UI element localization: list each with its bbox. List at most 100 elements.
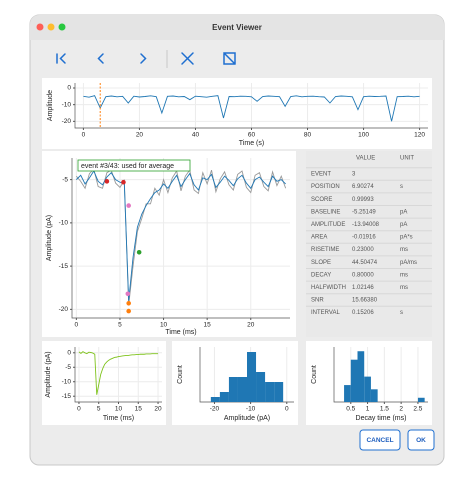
table-cell: ms xyxy=(400,247,408,253)
table-cell: BASELINE xyxy=(311,209,340,215)
next-button[interactable] xyxy=(140,53,147,64)
axis xyxy=(74,347,162,403)
table-cell: pA*s xyxy=(400,235,413,241)
table-cell: 1.02146 xyxy=(352,285,374,291)
table-cell: 0.23000 xyxy=(352,247,374,253)
table-cell: pA xyxy=(400,222,407,228)
x-tick-label: 2.5 xyxy=(413,406,422,413)
feature-point xyxy=(126,203,131,208)
x-tick-label: 0 xyxy=(82,132,86,139)
x-tick-label: 40 xyxy=(192,132,200,139)
y-axis-label: Amplitude (pA) xyxy=(45,351,52,397)
table-cell: AREA xyxy=(311,235,327,241)
trace-line xyxy=(76,169,286,301)
y-tick-label: 0 xyxy=(67,85,71,92)
x-tick-label: 80 xyxy=(304,132,312,139)
axis xyxy=(74,83,428,129)
exclude-button[interactable] xyxy=(223,52,236,65)
hist-bar xyxy=(256,372,266,402)
annotation-box xyxy=(77,159,191,172)
y-tick-label: -10 xyxy=(62,101,72,108)
y-tick-label: 0 xyxy=(67,350,71,357)
y-axis-label: Amplitude xyxy=(47,90,54,121)
hist-bar xyxy=(364,376,371,402)
button[interactable] xyxy=(407,429,435,451)
feature-point xyxy=(136,249,142,255)
minimize-button[interactable] xyxy=(47,23,55,31)
table-cell: 3 xyxy=(352,172,356,178)
table-panel xyxy=(306,151,432,337)
table-cell: AMPLITUDE xyxy=(311,222,345,228)
y-tick-label: -5 xyxy=(62,176,68,183)
table-cell: 0.99993 xyxy=(352,197,374,203)
x-tick-label: 120 xyxy=(414,132,425,139)
table-cell: s xyxy=(400,184,403,190)
table-cell: s xyxy=(400,310,403,316)
hist-bar xyxy=(247,352,257,402)
x-tick-label: 20 xyxy=(154,406,162,413)
y-tick-label: -5 xyxy=(65,364,71,371)
y-tick-label: -20 xyxy=(59,306,69,313)
first-button[interactable] xyxy=(56,53,66,64)
hist-bar xyxy=(370,389,378,402)
x-tick-label: 1 xyxy=(366,406,370,413)
hist-bar xyxy=(265,382,275,402)
table-cell: SLOPE xyxy=(311,260,331,266)
hist-bar xyxy=(274,382,284,402)
axis xyxy=(71,158,290,319)
y-tick-label: -15 xyxy=(62,393,72,400)
table-cell: POSITION xyxy=(311,184,340,190)
table-cell: RISETIME xyxy=(311,247,339,253)
x-tick-label: 100 xyxy=(358,132,369,139)
x-tick-label: 5 xyxy=(118,322,122,329)
button[interactable] xyxy=(359,429,401,451)
hist-bar xyxy=(210,397,220,402)
axis xyxy=(333,347,428,403)
table-cell: DECAY xyxy=(311,272,331,278)
y-axis-label: Count xyxy=(177,365,184,384)
reject-button[interactable] xyxy=(181,52,194,65)
x-tick-label: 0 xyxy=(77,406,81,413)
hist-bar xyxy=(357,351,365,402)
window-title: Event Viewer xyxy=(212,23,262,32)
x-tick-label: -20 xyxy=(210,406,220,413)
feature-point xyxy=(125,291,131,297)
trace-line xyxy=(78,351,159,395)
x-axis-label: Time (ms) xyxy=(165,329,196,336)
hist-bar xyxy=(344,385,351,402)
y-axis-label: Count xyxy=(311,365,318,384)
table-cell: 0.80000 xyxy=(352,272,374,278)
table-cell: pA xyxy=(400,209,407,215)
x-axis-label: Decay time (ms) xyxy=(356,415,407,422)
annotation: event #3/43: used for average xyxy=(81,163,174,170)
x-tick-label: 0 xyxy=(285,406,289,413)
zoom-button[interactable] xyxy=(58,23,66,31)
y-tick-label: -15 xyxy=(59,263,69,270)
table-cell: pA/ms xyxy=(400,260,417,266)
x-tick-label: 1.5 xyxy=(380,406,389,413)
y-tick-label: -10 xyxy=(59,220,69,227)
x-tick-label: 5 xyxy=(97,406,101,413)
hist-bar xyxy=(417,397,425,402)
x-tick-label: 10 xyxy=(160,322,168,329)
feature-point xyxy=(126,300,131,306)
x-axis-label: Amplitude (pA) xyxy=(224,415,270,422)
table-header: VALUE xyxy=(356,156,375,162)
table-cell: 6.90274 xyxy=(352,184,374,190)
table-cell: ms xyxy=(400,285,408,291)
x-tick-label: 60 xyxy=(248,132,256,139)
button-label[interactable]: OK xyxy=(416,437,426,444)
x-axis-label: Time (ms) xyxy=(103,415,134,422)
button-label[interactable]: CANCEL xyxy=(366,437,393,444)
previous-button[interactable] xyxy=(97,53,104,64)
x-tick-label: 0.5 xyxy=(346,406,355,413)
table-cell: 44.50474 xyxy=(352,260,378,266)
trace-panel xyxy=(42,78,432,149)
close-button[interactable] xyxy=(36,23,44,31)
average-panel xyxy=(42,341,166,425)
x-tick-label: 0 xyxy=(75,322,79,329)
table-cell: ms xyxy=(400,272,408,278)
table-cell: SCORE xyxy=(311,197,332,203)
x-tick-label: 20 xyxy=(136,132,144,139)
